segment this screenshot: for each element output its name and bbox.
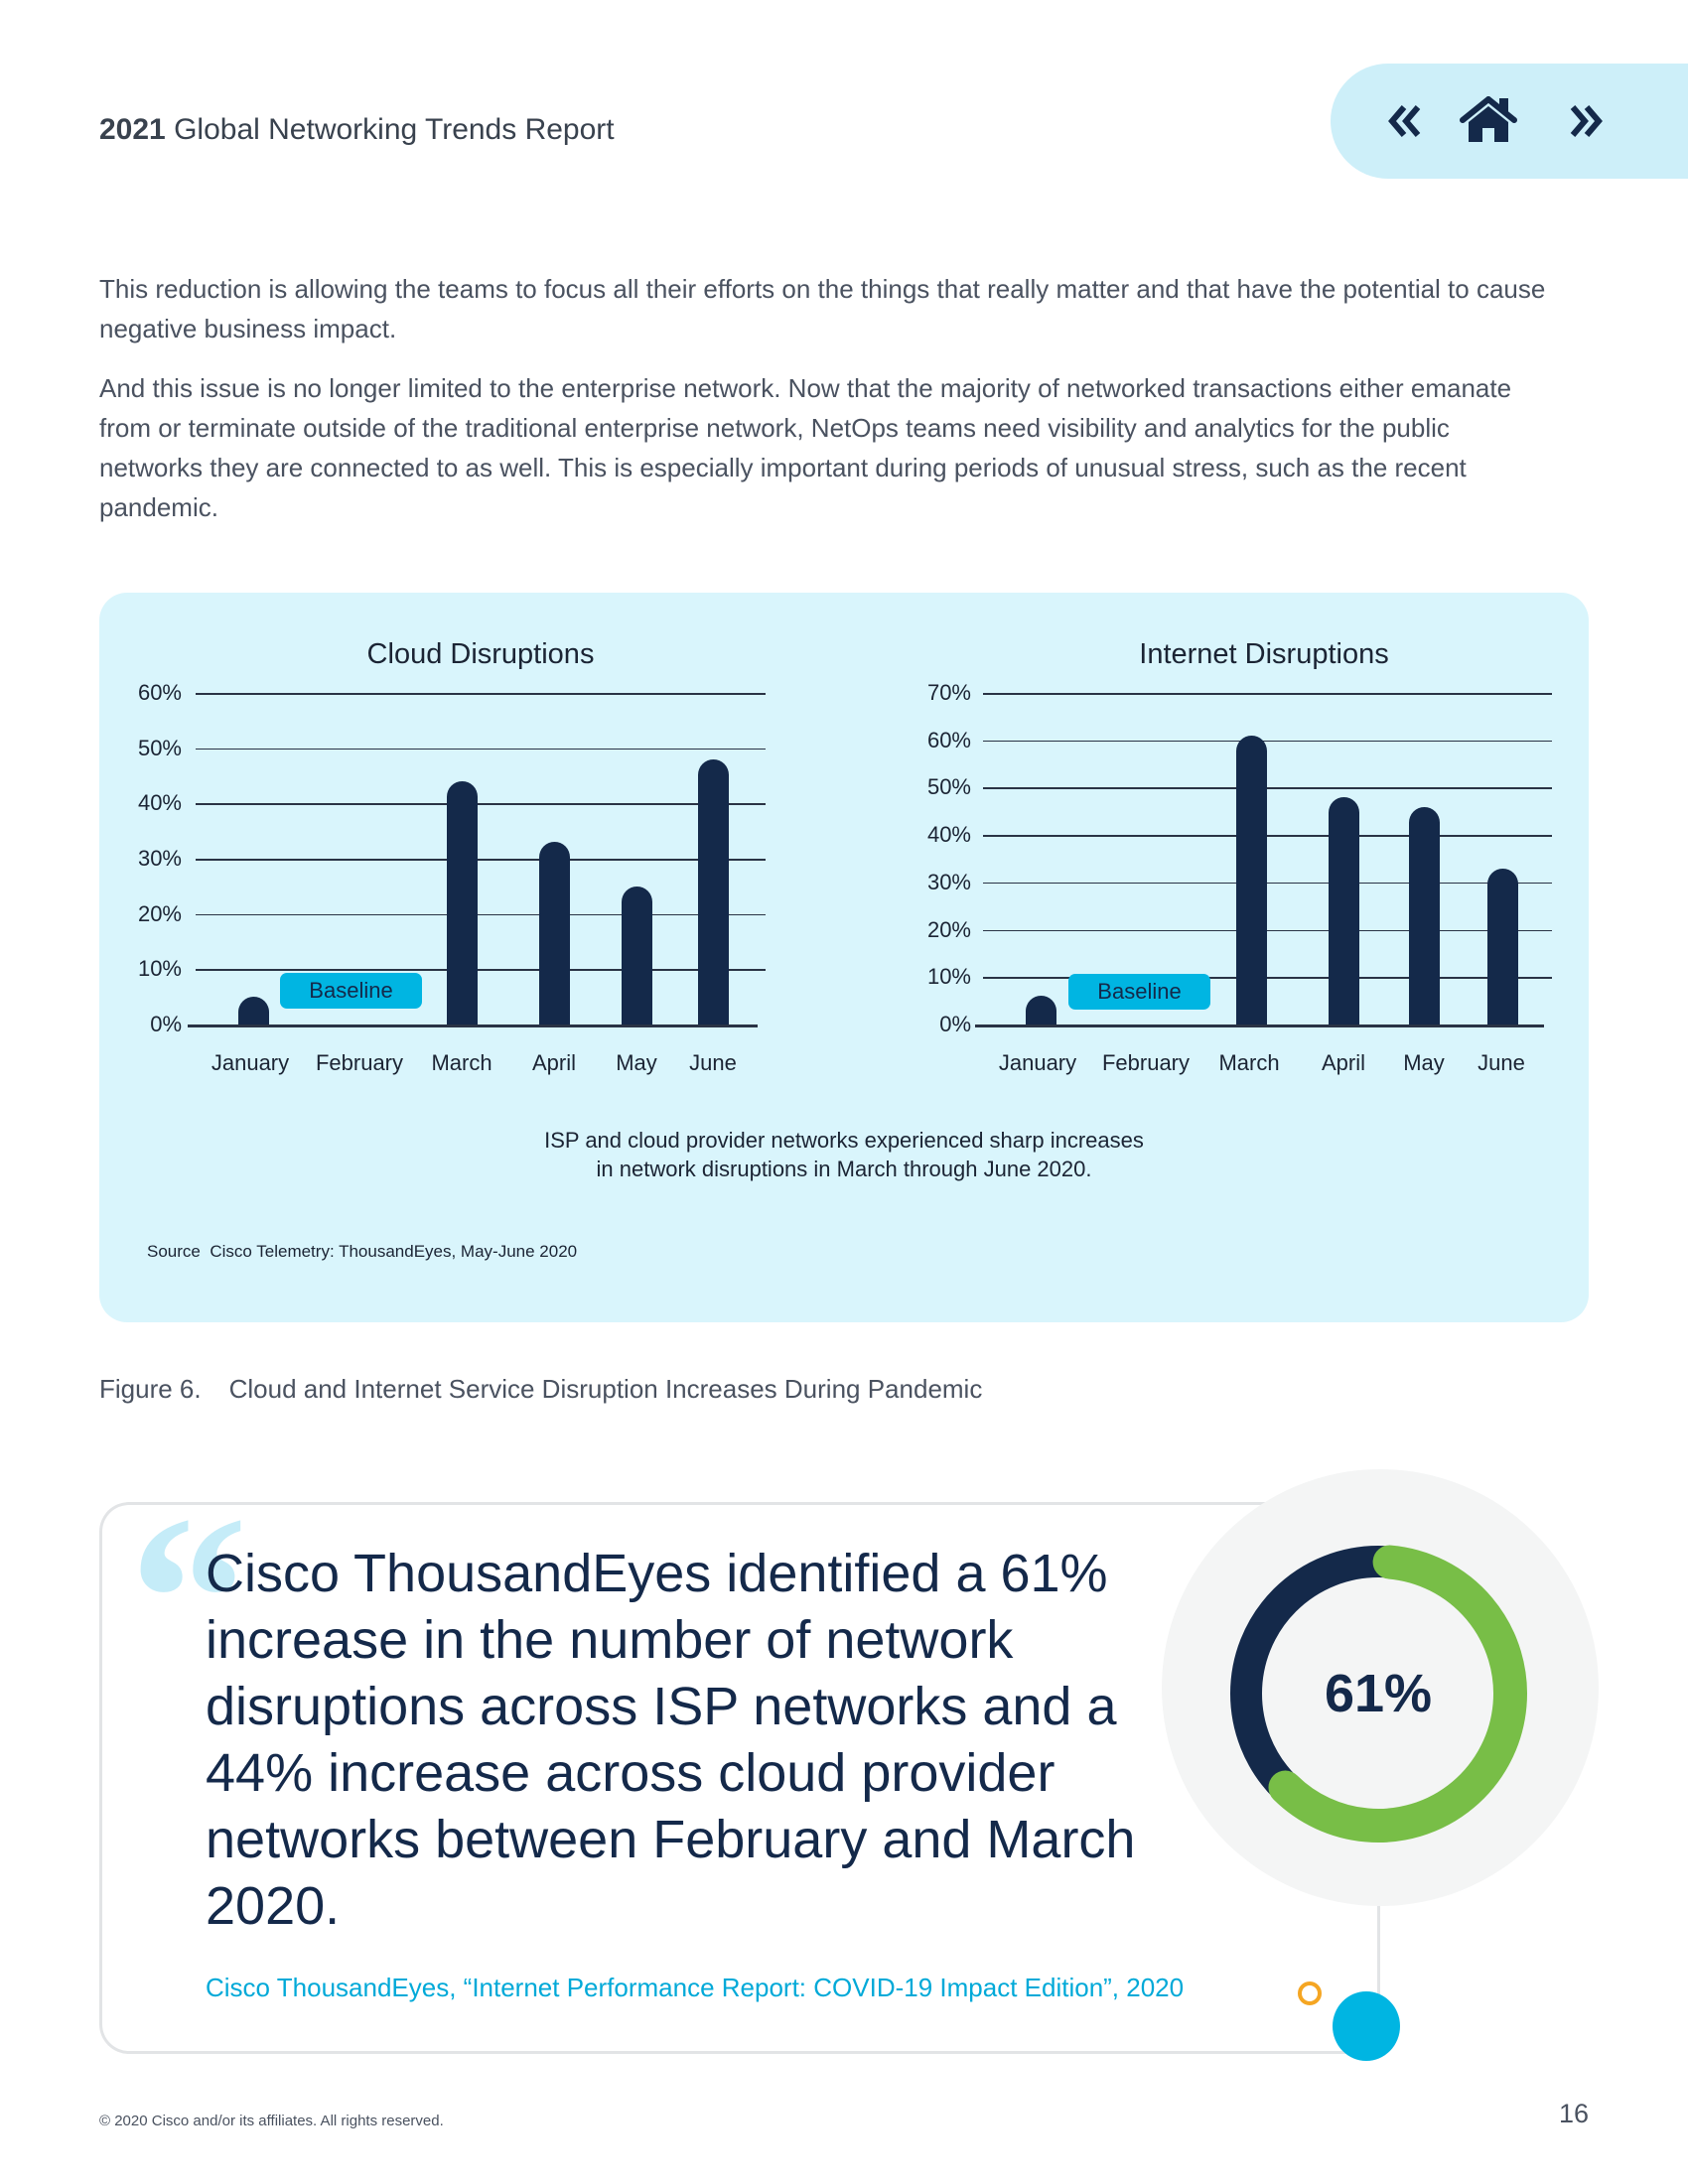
y-tick-label: 10% [137, 956, 182, 982]
source-text: Cisco Telemetry: ThousandEyes, May-June … [210, 1242, 578, 1261]
x-tick-label: March [1218, 1050, 1280, 1075]
gridline [196, 913, 766, 916]
bar-january [1026, 996, 1056, 1024]
y-tick-label: 70% [926, 680, 971, 705]
x-tick-label: February [315, 1050, 404, 1075]
body-paragraph: And this issue is no longer limited to t… [99, 373, 1512, 522]
x-tick-label: May [1403, 1050, 1445, 1075]
quote-mark-icon: “ [129, 1466, 248, 1730]
donut-fill [1229, 1545, 1527, 1843]
double-chevron-right-icon[interactable] [1555, 93, 1615, 149]
gridline [196, 859, 766, 861]
y-tick-label: 40% [137, 790, 182, 816]
source-label: Source [147, 1242, 201, 1261]
y-tick-label: 40% [926, 822, 971, 848]
bar-june [698, 758, 729, 1024]
quote-citation: Cisco ThousandEyes, “Internet Performanc… [206, 1973, 1185, 2002]
gridline [196, 803, 766, 805]
gridline [983, 929, 1552, 932]
gridline [983, 882, 1552, 885]
gridline [975, 1024, 1544, 1027]
y-tick-label: 60% [137, 680, 182, 705]
figure-caption-text: Cloud and Internet Service Disruption In… [228, 1374, 983, 1404]
report-title: 2021 Global Networking Trends Report [99, 113, 615, 147]
y-tick-label: 50% [137, 735, 182, 760]
gridline [196, 748, 766, 751]
bar-march [1236, 735, 1267, 1024]
chart-title: Cloud Disruptions [366, 638, 595, 670]
body-paragraph: This reduction is allowing the teams to … [99, 274, 1546, 343]
donut-label: 61% [1325, 1664, 1432, 1723]
y-tick-label: 20% [137, 900, 182, 926]
pull-quote: Cisco ThousandEyes identified a 61% incr… [206, 1544, 1136, 1936]
bar-march [447, 781, 478, 1024]
copyright: © 2020 Cisco and/or its affiliates. All … [99, 2113, 444, 2129]
y-tick-label: 0% [150, 1012, 182, 1036]
home-icon[interactable] [1454, 93, 1523, 149]
gridline [196, 693, 766, 695]
chart-title: Internet Disruptions [1139, 638, 1389, 670]
gridline [983, 977, 1552, 979]
chart-caption-line: in network disruptions in March through … [596, 1157, 1092, 1181]
y-tick-label: 20% [926, 916, 971, 942]
chart-caption-line: ISP and cloud provider networks experien… [544, 1128, 1144, 1153]
y-tick-label: 10% [926, 964, 971, 990]
report-name: Global Networking Trends Report [165, 113, 615, 146]
baseline-label: Baseline [1068, 974, 1210, 1010]
y-tick-label: 50% [926, 774, 971, 800]
x-tick-label: April [531, 1050, 577, 1075]
bar-january [238, 997, 269, 1024]
baseline-label: Baseline [280, 973, 422, 1009]
page-navigation [1331, 64, 1688, 179]
y-tick-label: 30% [137, 846, 182, 871]
x-tick-label: January [998, 1050, 1077, 1075]
gridline [196, 969, 766, 971]
y-tick-label: 30% [926, 869, 971, 894]
source-note: Source Cisco Telemetry: ThousandEyes, Ma… [147, 1242, 577, 1262]
gridline [983, 740, 1552, 743]
page-number: 16 [1558, 2099, 1589, 2128]
figure-caption: Figure 6. Cloud and Internet Service Disr… [99, 1374, 982, 1405]
double-chevron-left-icon[interactable] [1376, 93, 1436, 149]
blue-dot-decoration [1333, 1991, 1400, 2061]
bar-june [1487, 868, 1518, 1024]
bar-may [1409, 806, 1440, 1024]
x-tick-label: June [1477, 1050, 1525, 1075]
divider [1377, 1906, 1380, 1995]
x-tick-label: February [1101, 1050, 1191, 1075]
x-tick-label: April [1321, 1050, 1366, 1075]
x-tick-label: May [616, 1050, 657, 1075]
report-year: 2021 [99, 113, 166, 146]
gridline [983, 787, 1552, 789]
x-tick-label: June [689, 1050, 737, 1075]
bar-april [1329, 796, 1359, 1024]
x-tick-label: March [431, 1050, 492, 1075]
figure-number: Figure 6. [99, 1374, 202, 1404]
gridline [188, 1024, 758, 1027]
bar-may [622, 886, 652, 1024]
donut-chart: 61% [1229, 1545, 1527, 1843]
bar-april [539, 842, 570, 1024]
x-tick-label: January [211, 1050, 290, 1075]
gridline [983, 693, 1552, 695]
quote-box [99, 1502, 1383, 2054]
y-tick-label: 0% [939, 1012, 971, 1036]
gridline [983, 835, 1552, 837]
chart-caption: ISP and cloud provider networks experien… [0, 1126, 1688, 1183]
orange-ring-decoration [1298, 1981, 1322, 2005]
y-tick-label: 60% [926, 727, 971, 752]
figure-panel [99, 593, 1589, 1322]
